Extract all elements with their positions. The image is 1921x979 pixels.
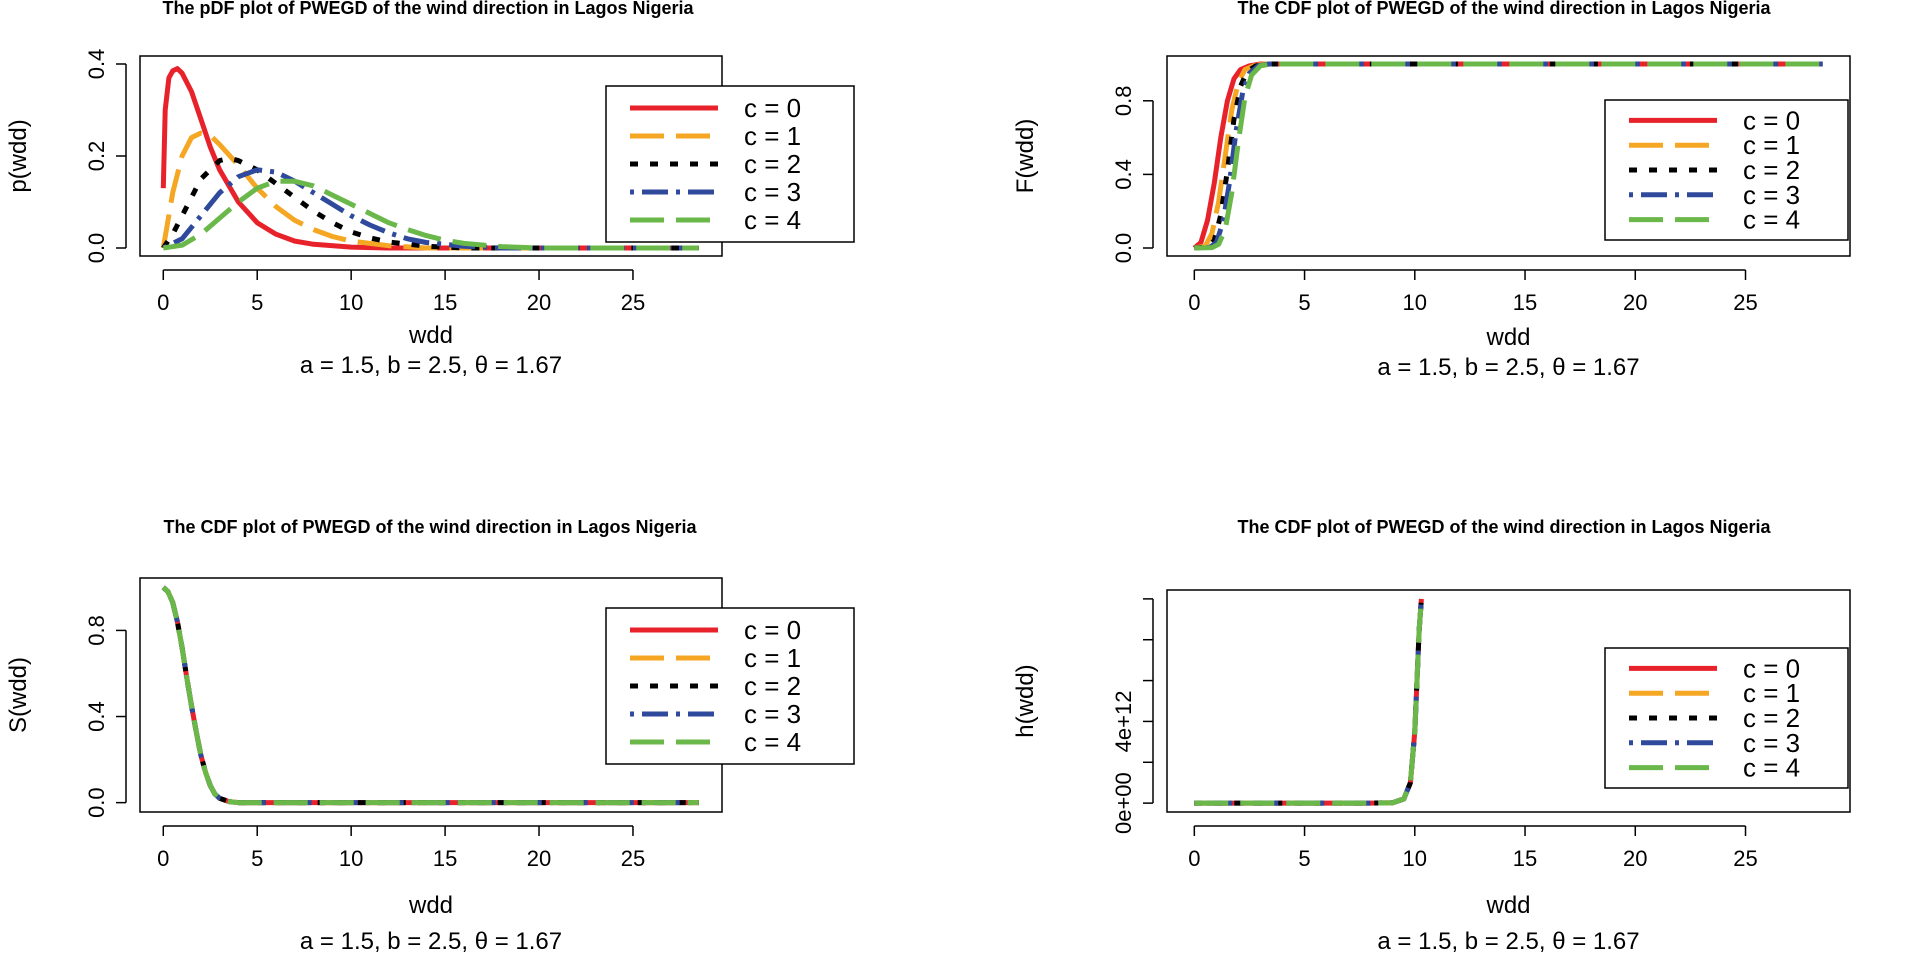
x-tick-label: 25 bbox=[621, 290, 645, 315]
series-line-c-4 bbox=[161, 585, 699, 806]
y-tick-label: 0.4 bbox=[84, 701, 109, 732]
parameter-label: a = 1.5, b = 2.5, θ = 1.67 bbox=[300, 352, 562, 379]
legend-label: c = 0 bbox=[1743, 653, 1800, 683]
x-tick-label: 15 bbox=[1513, 846, 1537, 871]
legend-label: c = 4 bbox=[1743, 753, 1800, 783]
y-tick-label: 4e+12 bbox=[1111, 691, 1136, 753]
legend-label: c = 4 bbox=[744, 205, 801, 235]
legend-label: c = 2 bbox=[744, 149, 801, 179]
chart-title: The pDF plot of PWEGD of the wind direct… bbox=[163, 0, 695, 18]
legend-box bbox=[1604, 647, 1849, 789]
x-tick-label: 15 bbox=[1513, 290, 1537, 315]
x-axis-label: wdd bbox=[1485, 892, 1530, 919]
y-axis-label: h(wdd) bbox=[1012, 664, 1039, 737]
x-tick-label: 20 bbox=[1623, 290, 1647, 315]
legend: c = 0c = 1c = 2c = 3c = 4 bbox=[1604, 99, 1849, 241]
chart-title: The CDF plot of PWEGD of the wind direct… bbox=[164, 517, 698, 537]
x-tick-label: 5 bbox=[1298, 846, 1310, 871]
series-line-c-2 bbox=[1194, 61, 1823, 251]
x-tick-label: 25 bbox=[1733, 290, 1757, 315]
y-tick-label: 0.4 bbox=[1111, 159, 1136, 190]
legend-label: c = 3 bbox=[744, 699, 801, 729]
legend-box bbox=[1604, 99, 1849, 241]
legend: c = 0c = 1c = 2c = 3c = 4 bbox=[605, 85, 855, 243]
panel-4: The CDF plot of PWEGD of the wind direct… bbox=[1012, 517, 1851, 955]
y-tick-label: 0.0 bbox=[84, 787, 109, 818]
y-axis-label: S(wdd) bbox=[5, 657, 32, 733]
x-tick-label: 5 bbox=[251, 290, 263, 315]
series-line-c-3 bbox=[162, 167, 699, 251]
plot-frame bbox=[1166, 55, 1851, 257]
legend-label: c = 2 bbox=[744, 671, 801, 701]
x-tick-label: 10 bbox=[1403, 290, 1427, 315]
series-line-c-0 bbox=[1194, 598, 1424, 806]
legend-label: c = 3 bbox=[744, 177, 801, 207]
panel-2: The CDF plot of PWEGD of the wind direct… bbox=[1012, 0, 1851, 381]
panel-3: The CDF plot of PWEGD of the wind direct… bbox=[5, 517, 855, 955]
legend-label: c = 1 bbox=[1743, 678, 1800, 708]
y-tick-label: 0.4 bbox=[84, 49, 109, 80]
series-line-c-3 bbox=[1194, 598, 1424, 806]
x-axis-label: wdd bbox=[408, 322, 453, 349]
legend-label: c = 2 bbox=[1743, 155, 1800, 185]
x-tick-label: 15 bbox=[433, 846, 457, 871]
series-line-c-4 bbox=[162, 178, 699, 251]
series-line-c-4 bbox=[1194, 598, 1424, 806]
x-axis-label: wdd bbox=[408, 892, 453, 919]
y-tick-label: 0.2 bbox=[84, 141, 109, 172]
parameter-label: a = 1.5, b = 2.5, θ = 1.67 bbox=[1377, 928, 1639, 955]
series-line-c-1 bbox=[160, 130, 699, 251]
x-tick-label: 0 bbox=[157, 290, 169, 315]
legend-label: c = 4 bbox=[1743, 205, 1800, 235]
y-tick-label: 0.0 bbox=[84, 233, 109, 264]
x-tick-label: 10 bbox=[339, 846, 363, 871]
legend-label: c = 1 bbox=[1743, 130, 1800, 160]
plot-frame bbox=[1166, 589, 1851, 813]
parameter-label: a = 1.5, b = 2.5, θ = 1.67 bbox=[300, 928, 562, 955]
x-tick-label: 10 bbox=[339, 290, 363, 315]
x-tick-label: 0 bbox=[1188, 290, 1200, 315]
series-line-c-1 bbox=[1194, 598, 1424, 806]
legend-label: c = 2 bbox=[1743, 703, 1800, 733]
legend-label: c = 0 bbox=[1743, 105, 1800, 135]
x-tick-label: 5 bbox=[251, 846, 263, 871]
series-line-c-2 bbox=[1194, 598, 1424, 806]
x-tick-label: 15 bbox=[433, 290, 457, 315]
y-tick-label: 0.8 bbox=[1111, 86, 1136, 117]
series-line-c-0 bbox=[160, 66, 699, 251]
legend-label: c = 3 bbox=[1743, 728, 1800, 758]
x-tick-label: 0 bbox=[157, 846, 169, 871]
x-tick-label: 10 bbox=[1403, 846, 1427, 871]
legend: c = 0c = 1c = 2c = 3c = 4 bbox=[1604, 647, 1849, 789]
legend-label: c = 1 bbox=[744, 121, 801, 151]
legend-label: c = 0 bbox=[744, 93, 801, 123]
series-line-c-4 bbox=[1194, 61, 1823, 251]
legend-label: c = 0 bbox=[744, 615, 801, 645]
x-tick-label: 5 bbox=[1298, 290, 1310, 315]
legend: c = 0c = 1c = 2c = 3c = 4 bbox=[605, 607, 855, 765]
x-tick-label: 20 bbox=[1623, 846, 1647, 871]
chart-title: The CDF plot of PWEGD of the wind direct… bbox=[1238, 517, 1772, 537]
chart-title: The CDF plot of PWEGD of the wind direct… bbox=[1238, 0, 1772, 18]
x-tick-label: 20 bbox=[527, 290, 551, 315]
y-axis-label: F(wdd) bbox=[1012, 119, 1039, 194]
y-tick-label: 0.0 bbox=[1111, 233, 1136, 264]
legend-box bbox=[605, 85, 855, 243]
x-tick-label: 0 bbox=[1188, 846, 1200, 871]
y-axis-label: p(wdd) bbox=[5, 119, 32, 192]
legend-label: c = 1 bbox=[744, 643, 801, 673]
legend-label: c = 4 bbox=[744, 727, 801, 757]
panel-1: The pDF plot of PWEGD of the wind direct… bbox=[5, 0, 855, 379]
y-tick-label: 0.8 bbox=[84, 615, 109, 646]
x-tick-label: 25 bbox=[1733, 846, 1757, 871]
x-axis-label: wdd bbox=[1485, 324, 1530, 351]
parameter-label: a = 1.5, b = 2.5, θ = 1.67 bbox=[1377, 354, 1639, 381]
y-tick-label: 0e+00 bbox=[1111, 772, 1136, 834]
x-tick-label: 25 bbox=[621, 846, 645, 871]
x-tick-label: 20 bbox=[527, 846, 551, 871]
legend-label: c = 3 bbox=[1743, 180, 1800, 210]
legend-box bbox=[605, 607, 855, 765]
